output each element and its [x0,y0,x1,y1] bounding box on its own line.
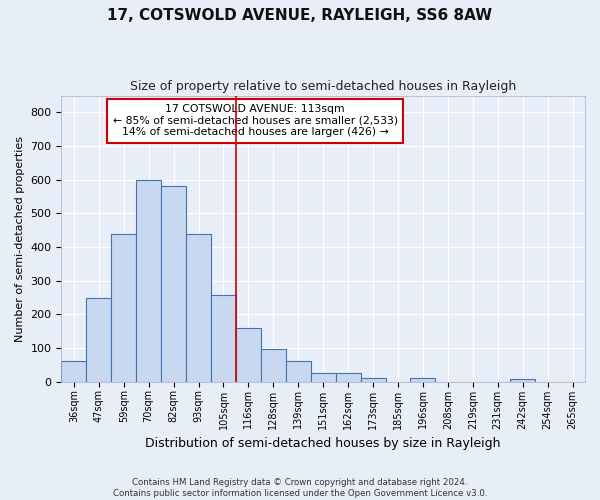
Text: Contains HM Land Registry data © Crown copyright and database right 2024.
Contai: Contains HM Land Registry data © Crown c… [113,478,487,498]
Bar [111,234,136,382]
Y-axis label: Number of semi-detached properties: Number of semi-detached properties [15,136,25,342]
Bar [361,378,386,382]
Bar [136,180,161,382]
Title: Size of property relative to semi-detached houses in Rayleigh: Size of property relative to semi-detach… [130,80,517,93]
Bar [410,378,436,382]
Text: 17, COTSWOLD AVENUE, RAYLEIGH, SS6 8AW: 17, COTSWOLD AVENUE, RAYLEIGH, SS6 8AW [107,8,493,22]
Bar [211,295,236,382]
Bar [86,298,111,382]
Bar [161,186,186,382]
Bar [510,380,535,382]
Bar [61,362,86,382]
X-axis label: Distribution of semi-detached houses by size in Rayleigh: Distribution of semi-detached houses by … [145,437,501,450]
Text: 17 COTSWOLD AVENUE: 113sqm
← 85% of semi-detached houses are smaller (2,533)
14%: 17 COTSWOLD AVENUE: 113sqm ← 85% of semi… [113,104,398,138]
Bar [261,349,286,382]
Bar [286,361,311,382]
Bar [236,328,261,382]
Bar [311,373,335,382]
Bar [186,234,211,382]
Bar [335,373,361,382]
